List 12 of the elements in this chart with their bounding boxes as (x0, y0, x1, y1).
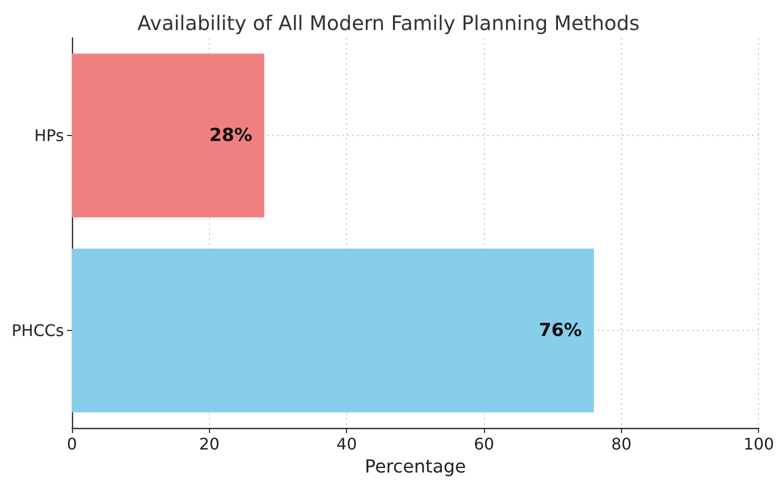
data-label: 28% (209, 125, 252, 146)
chart-title: Availability of All Modern Family Planning Methods (137, 11, 640, 35)
y-tick-label: HPs (34, 126, 64, 145)
x-tick-label: 80 (611, 434, 632, 454)
x-tick-label: 40 (336, 434, 357, 454)
data-label: 76% (538, 320, 582, 341)
y-tick-label: PHCCs (12, 321, 64, 340)
x-tick-label: 0 (66, 434, 78, 454)
x-axis-title: Percentage (364, 456, 466, 478)
x-tick-label: 100 (743, 434, 774, 454)
x-tick-label: 20 (199, 434, 220, 454)
x-tick-label: 60 (474, 434, 494, 454)
